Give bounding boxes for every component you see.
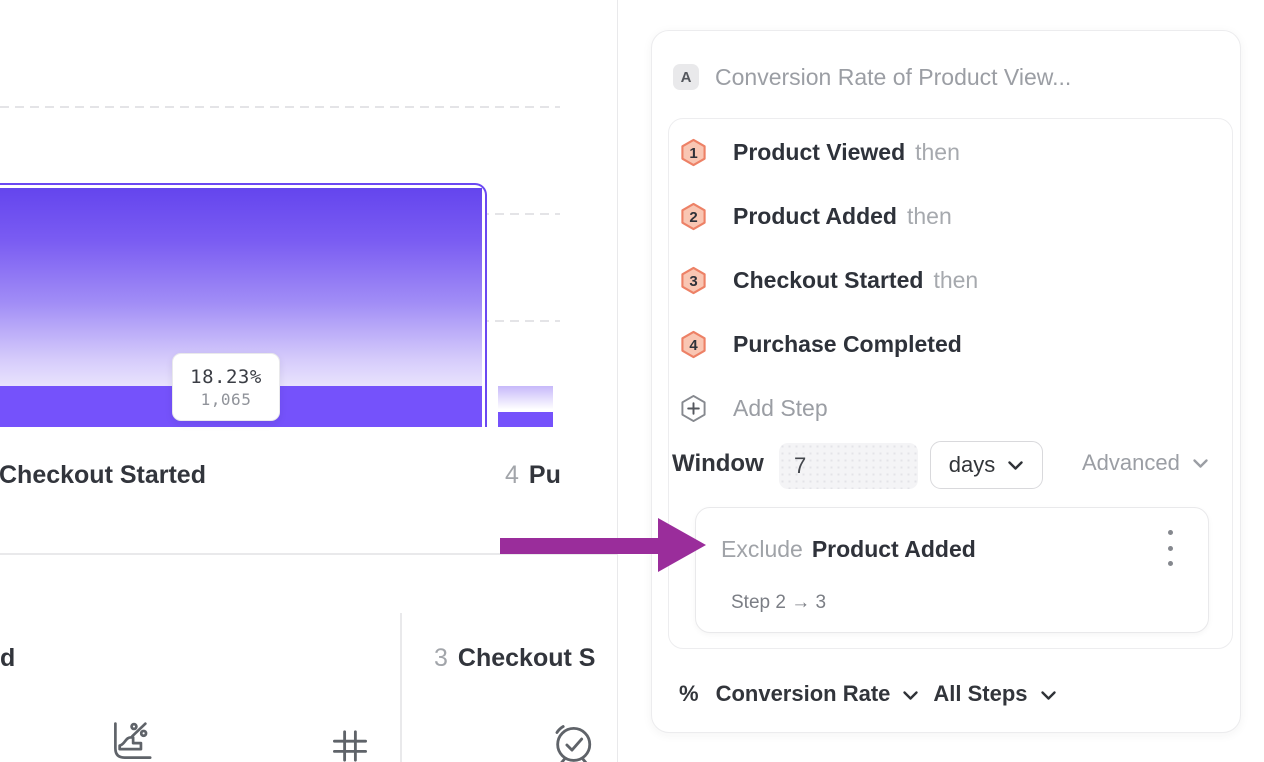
percent-icon: %	[679, 681, 699, 706]
query-title: Conversion Rate of Product View...	[715, 64, 1072, 90]
main-divider	[617, 0, 618, 762]
chevron-down-icon[interactable]	[1040, 690, 1057, 701]
chevron-down-icon	[1008, 460, 1023, 470]
window-value-input[interactable]: 7	[779, 443, 918, 489]
exclude-label: Exclude	[721, 536, 803, 562]
step-row-2[interactable]: 2 Product Added then	[669, 201, 1232, 231]
funnel-bar-purchase-completed-segment[interactable]	[498, 412, 553, 427]
step-4-name: Purchase Completed	[733, 330, 962, 357]
exclusion-card[interactable]: Exclude Product Added Step 2 → 3	[695, 507, 1209, 633]
add-step-button[interactable]: Add Step	[669, 393, 1232, 423]
kebab-menu-icon[interactable]	[1162, 530, 1178, 566]
funnel-percent-icon[interactable]	[109, 721, 153, 762]
step-2-name: Product Added then	[733, 202, 952, 229]
hash-icon[interactable]	[333, 730, 367, 762]
axis-step-text: Pu	[528, 461, 561, 489]
panel-footer: % Conversion Rate All Steps	[679, 681, 1071, 707]
step-row-4[interactable]: 4 Purchase Completed	[669, 329, 1232, 359]
clock-check-icon[interactable]	[551, 720, 595, 762]
advanced-toggle[interactable]: Advanced	[1082, 450, 1209, 476]
steps-card: 1 Product Viewed then 2 Product Added then…	[668, 118, 1233, 649]
step-1-name: Product Viewed then	[733, 138, 960, 165]
step-connector: then	[906, 202, 952, 229]
axis-label-purchase: 4 Pu	[505, 461, 561, 490]
query-badge: A	[673, 64, 699, 90]
step-3-name: Checkout Started then	[733, 266, 979, 293]
window-unit-select[interactable]: days	[930, 441, 1043, 489]
step-connector: then	[933, 266, 979, 293]
column-divider	[400, 613, 402, 762]
axis-step-number: 4	[505, 461, 519, 489]
chart-tooltip: 18.23% 1,065	[172, 353, 280, 421]
funnel-query-panel: A Conversion Rate of Product View... 1 P…	[651, 30, 1241, 733]
breakdown-label-right: 3 Checkout S	[434, 644, 595, 673]
step-2-hexagon-icon: 2	[680, 202, 707, 231]
step-3-hexagon-icon: 3	[680, 266, 707, 295]
tooltip-count: 1,065	[200, 389, 252, 409]
axis-label-checkout-started: Checkout Started	[0, 461, 206, 489]
plus-hexagon-icon	[680, 394, 707, 423]
exclusion-step-range: Step 2 → 3	[731, 592, 827, 613]
add-step-label: Add Step	[733, 394, 828, 421]
tooltip-percent: 18.23%	[190, 365, 262, 388]
steps-scope-dropdown[interactable]: All Steps	[933, 681, 1028, 706]
breakdown-step-number: 3	[434, 644, 448, 672]
breakdown-step-text: Checkout S	[457, 644, 596, 672]
chevron-down-icon	[1193, 458, 1208, 468]
annotation-arrow	[498, 514, 710, 576]
step-4-hexagon-icon: 4	[680, 330, 707, 359]
gridline	[0, 106, 560, 108]
chevron-down-icon[interactable]	[902, 690, 919, 701]
step-row-1[interactable]: 1 Product Viewed then	[669, 137, 1232, 167]
metric-dropdown[interactable]: Conversion Rate	[715, 681, 891, 706]
funnel-chart-region: 18.23% 1,065 Checkout Started 4 Pu d 3 Che…	[0, 0, 618, 762]
excluded-event: Product Added	[811, 536, 976, 562]
section-divider	[0, 553, 618, 555]
funnel-bar-purchase-completed[interactable]	[498, 386, 553, 412]
breakdown-label-left: d	[0, 644, 16, 672]
step-1-hexagon-icon: 1	[680, 138, 707, 167]
step-row-3[interactable]: 3 Checkout Started then	[669, 265, 1232, 295]
exclusion-row: Exclude Product Added	[721, 536, 976, 563]
window-label: Window	[672, 450, 764, 477]
step-connector: then	[915, 138, 960, 165]
